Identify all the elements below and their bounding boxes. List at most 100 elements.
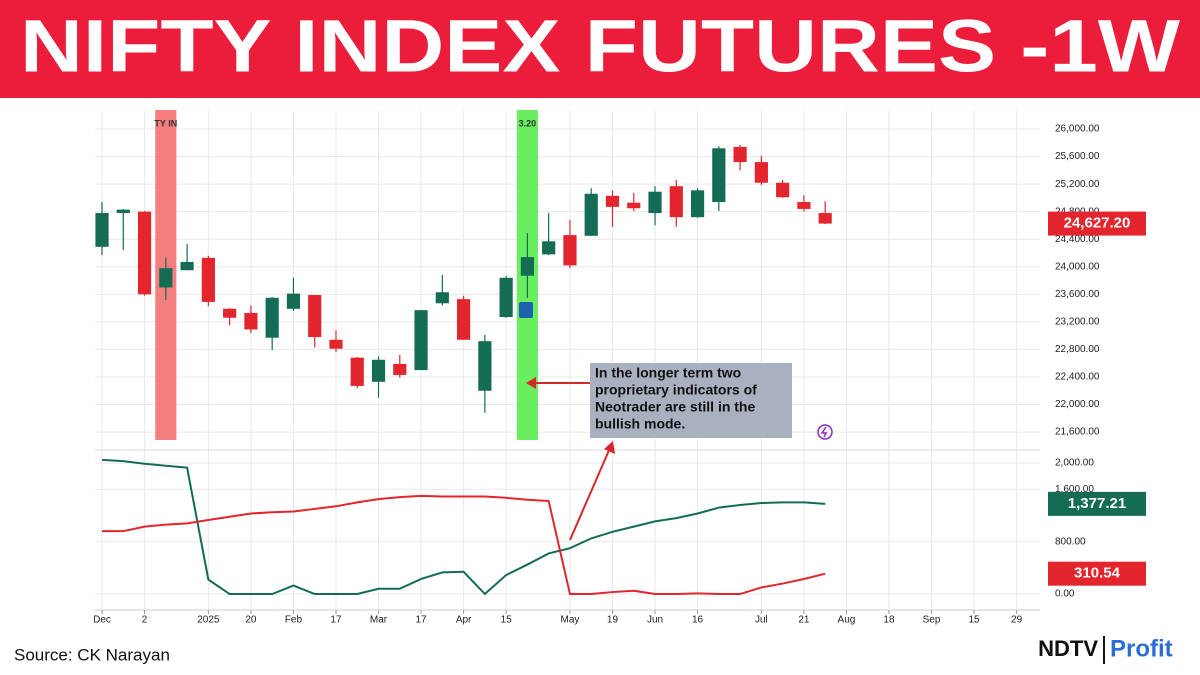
y-tick-label: 23,200.00 [1055,317,1100,328]
x-tick-label: May [560,615,579,626]
annotation-text: In the longer term two [595,365,741,381]
candle-body [457,299,471,340]
value-badge [1048,491,1146,516]
value-badge-label: 24,627.20 [1064,215,1131,232]
arrow [569,447,611,541]
y-tick-label: 26,000.00 [1055,124,1100,135]
plot-area: 26,000.0025,600.0025,200.0024,800.0024,4… [93,110,1146,626]
candle-body [733,146,747,163]
title-banner [0,0,1200,98]
x-tick-label: Mar [370,615,388,626]
annotation: In the longer term two proprietary indic… [519,302,833,541]
candle-body [329,339,343,349]
y-tick-label: 24,000.00 [1055,261,1100,272]
candle-body [95,213,109,247]
candle-body [201,257,215,302]
x-tick-label: 15 [501,615,513,626]
x-tick-label: Jun [647,615,663,626]
source: Source: CK Narayan [14,645,170,664]
candle-body [797,202,811,209]
x-tick-label: Apr [456,615,472,626]
candle-body [371,359,386,382]
y-tick-label: 0.00 [1055,589,1075,600]
candle-body [499,277,513,318]
candle-body [350,357,364,386]
y-tick-label: 24,400.00 [1055,234,1100,245]
y-tick-label: 25,600.00 [1055,151,1100,162]
annotation-text: Neotrader are still in the [595,399,755,415]
indicator-line [102,494,826,596]
logo: NDTV Profit [1038,635,1173,664]
page-title: NIFTY INDEX FUTURES -1W [20,5,1180,88]
annotation-text: bullish mode. [595,416,685,432]
highlight-label: TY IN [154,118,177,128]
x-tick-label: Aug [838,615,856,626]
candle-body [690,190,705,218]
alert-icon-bolt [820,426,828,438]
x-tick-label: 15 [969,615,981,626]
y-tick-label: 22,400.00 [1055,372,1100,383]
candle-body [712,148,726,203]
value-badge-label: 310.54 [1074,565,1121,582]
y-tick-label: 23,600.00 [1055,289,1100,300]
candle-body [265,297,279,338]
candle-body [180,261,194,271]
x-tick-label: 18 [883,615,895,626]
x-tick-label: 2025 [197,615,220,626]
x-tick-label: 19 [607,615,619,626]
candle-body [563,235,577,266]
arrow-head [604,441,615,454]
y-tick-label: 25,200.00 [1055,179,1100,190]
candle-body [520,257,535,276]
logo-text: NDTV [1038,636,1098,661]
y-tick-label: 22,000.00 [1055,399,1100,410]
candle-body [776,182,790,198]
candle-body [116,209,130,214]
candle-body [818,213,832,224]
y-tick-label: 2,000.00 [1055,458,1094,469]
candle-body [223,308,237,318]
annotation-text: proprietary indicators of [595,382,757,398]
candle-body [393,363,407,375]
x-tick-label: Jul [755,615,768,626]
candle-body [159,268,173,288]
candle-body [627,202,641,209]
candle-body [542,241,556,255]
candle-body [669,186,683,218]
x-tick-label: 16 [692,615,704,626]
value-badge-label: 1,377.21 [1068,495,1126,512]
candle-body [137,211,152,295]
candle-body [605,195,620,207]
candle-body [414,310,428,371]
x-tick-label: 20 [245,615,257,626]
candle-body [244,312,258,330]
candle-body [435,292,449,304]
x-tick-label: 21 [798,615,810,626]
candle-body [584,193,598,236]
y-tick-label: 21,600.00 [1055,427,1100,438]
value-badge [1048,561,1146,586]
x-tick-label: 2 [142,615,148,626]
indicator-line [101,458,826,596]
y-tick-label: 1,600.00 [1055,484,1094,495]
x-tick-label: Feb [285,615,303,626]
value-badge [1048,211,1146,236]
x-tick-label: Sep [923,615,941,626]
alert-icon [817,424,833,440]
arrow-head [526,377,536,389]
x-tick-label: 29 [1011,615,1023,626]
y-tick-label: 22,800.00 [1055,344,1100,355]
x-tick-label: Dec [93,615,111,626]
logo-text: Profit [1110,635,1173,662]
candle-body [308,295,322,338]
y-tick-label: 800.00 [1055,536,1086,547]
candle-body [754,162,768,183]
annotation-box [590,363,792,438]
candle-body [286,293,301,309]
candle-body [478,341,492,391]
x-tick-label: 17 [330,615,342,626]
candle-body [648,191,662,214]
marker-icon [519,302,533,318]
x-tick-label: 17 [415,615,427,626]
highlight-label: 3.20 [519,118,537,128]
